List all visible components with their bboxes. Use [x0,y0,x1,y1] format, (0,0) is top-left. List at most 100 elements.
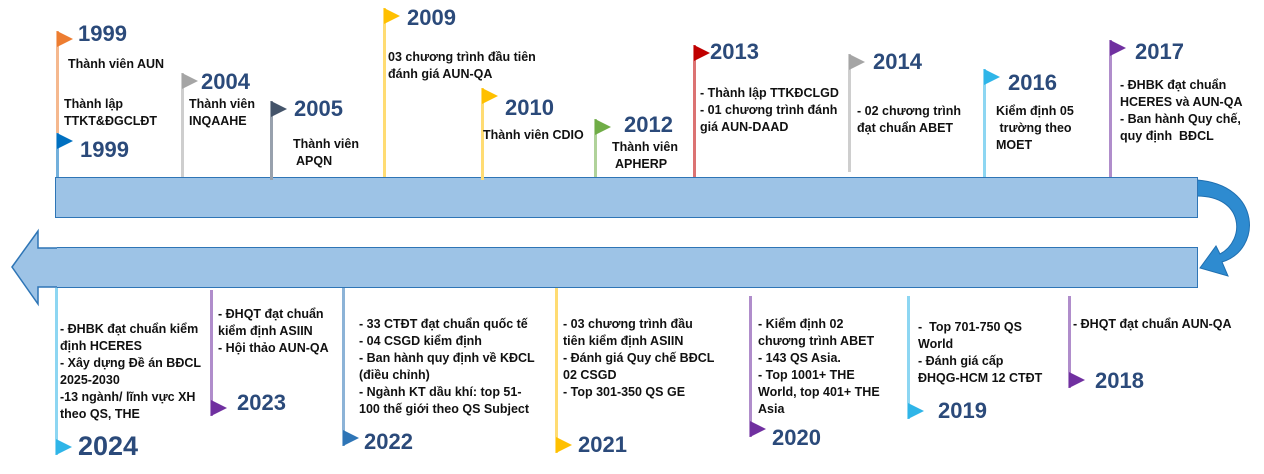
flag-icon [56,439,72,455]
bottom-event-year: 2018 [1095,368,1144,393]
top-event-description: - ĐHBK đạt chuẩn HCERES và AUN-QA - Ban hà… [1120,77,1242,145]
description-line: - Ban hành quy định về KĐCL [359,351,535,365]
bottom-event-pole [1068,296,1071,388]
description-line: - 143 QS Asia. [758,351,841,365]
description-line: chương trình ABET [758,334,875,348]
bottom-event-pole [749,296,752,437]
top-event-year: 1999 [78,21,127,46]
top-event-pole [693,45,696,177]
top-event-year: 2014 [873,49,922,74]
description-line: Thành lập [64,97,124,111]
bottom-event-pole [907,296,910,419]
flag-icon [849,54,865,70]
top-event-year: 2017 [1135,39,1184,64]
description-line: quy định BĐCL [1120,129,1214,143]
description-line: Thành viên [293,137,359,151]
description-line: đánh giá AUN-QA [388,67,493,81]
description-line: INQAAHE [189,114,247,128]
bottom-event-pole [342,288,345,446]
bottom-event-description: - ĐHQT đạt chuẩn AUN-QA [1073,316,1232,333]
description-line: - Top 701-750 QS [918,320,1022,334]
description-line: HCERES và AUN-QA [1120,95,1243,109]
description-line: - 33 CTĐT đạt chuẩn quốc tế [359,317,528,331]
description-line: - ĐHQT đạt chuẩn AUN-QA [1073,317,1232,331]
description-line: - Thành lập TTKĐCLGD [700,86,839,100]
top-event-description: Thành viên APQN [293,136,359,170]
description-line: APHERP [612,157,668,171]
top-event-description: Thành viên CDIO [483,127,584,144]
bottom-event-description: - ĐHQT đạt chuẩn kiểm định ASIIN - Hội thả… [218,306,329,357]
top-event-year: 2013 [710,39,759,64]
bottom-event-description: - Top 701-750 QS World - Đánh giá cấp ĐHQG-… [918,319,1042,387]
top-event-year: 2010 [505,95,554,120]
description-line: ĐHQG-HCM 12 CTĐT [918,371,1043,385]
top-event-year: 2009 [407,5,456,30]
description-line: APQN [293,154,333,168]
top-event-pole [1109,40,1112,177]
description-line: theo QS, THE [60,407,140,421]
top-event-description: Thành viên INQAAHE [189,96,255,130]
description-line: Kiểm định 05 [996,104,1074,118]
flag-icon [57,31,73,47]
description-line: -13 ngành/ lĩnh vực XH [60,390,196,404]
description-line: - Đánh giá Quy chế BĐCL [563,351,715,365]
top-event-pole [56,133,59,177]
top-event-year: 1999 [80,137,129,162]
flag-icon [271,101,287,117]
description-line: tiên kiểm định ASIIN [563,334,684,348]
description-line: - 04 CSGD kiểm định [359,334,482,348]
flag-icon [694,45,710,61]
left-arrow-head [11,228,61,307]
bottom-event-year: 2024 [78,431,139,461]
description-line: - Đánh giá cấp [918,354,1004,368]
description-line: - Ban hành Quy chế, [1120,112,1241,126]
top-event-pole [983,69,986,177]
flag-icon [182,73,198,89]
top-event-description: 03 chương trình đầu tiên đánh giá AUN-QA [388,49,536,83]
top-event-pole [181,73,184,177]
description-line: - Top 1001+ THE [758,368,855,382]
top-event-pole [270,101,273,180]
description-line: Thành viên AUN [68,57,165,71]
top-event-pole [481,88,484,180]
top-event-description: Thành lập TTKT&ĐGCLĐT [64,96,157,130]
bottom-timeline-bar [57,247,1198,288]
flag-icon [1069,372,1085,388]
description-line: - 02 chương trình [857,104,962,118]
flag-icon [384,8,400,24]
flag-icon [750,421,766,437]
description-line: - 01 chương trình đánh [700,103,838,117]
description-line: Asia [758,402,785,416]
flag-icon [57,133,73,149]
description-line: giá AUN-DAAD [700,120,789,134]
description-line: trường theo [996,121,1072,135]
flag-icon [984,69,1000,85]
curved-return-arrow [1196,179,1250,277]
flag-icon [1110,40,1126,56]
flag-icon [908,403,924,419]
bottom-event-description: - 03 chương trình đầu tiên kiểm định ASII… [563,316,714,401]
description-line: - Xây dựng Đề án BĐCL [60,356,202,370]
top-event-pole [594,119,597,177]
top-event-description: - 02 chương trình đạt chuẩn ABET [857,103,961,137]
description-line: Thành viên [612,140,678,154]
top-event-year: 2005 [294,96,343,121]
description-line: kiểm định ASIIN [218,324,313,338]
description-line: - ĐHQT đạt chuẩn [218,307,324,321]
description-line: TTKT&ĐGCLĐT [64,114,158,128]
top-event-pole [383,8,386,177]
description-line: - ĐHBK đạt chuẩn kiểm [60,322,199,336]
description-line: World [918,337,954,351]
description-line: 02 CSGD [563,368,617,382]
bottom-event-year: 2023 [237,390,286,415]
bottom-event-description: - ĐHBK đạt chuẩn kiểm định HCERES - Xây dự… [60,321,201,423]
flag-icon [211,400,227,416]
top-event-year: 2016 [1008,70,1057,95]
top-event-description: Thành viên AUN [68,56,164,73]
flag-icon [595,119,611,135]
bottom-event-pole [555,288,558,453]
description-line: - 03 chương trình đầu [563,317,693,331]
description-line: MOET [996,138,1033,152]
flag-icon [482,88,498,104]
description-line: - Top 301-350 QS GE [563,385,686,399]
